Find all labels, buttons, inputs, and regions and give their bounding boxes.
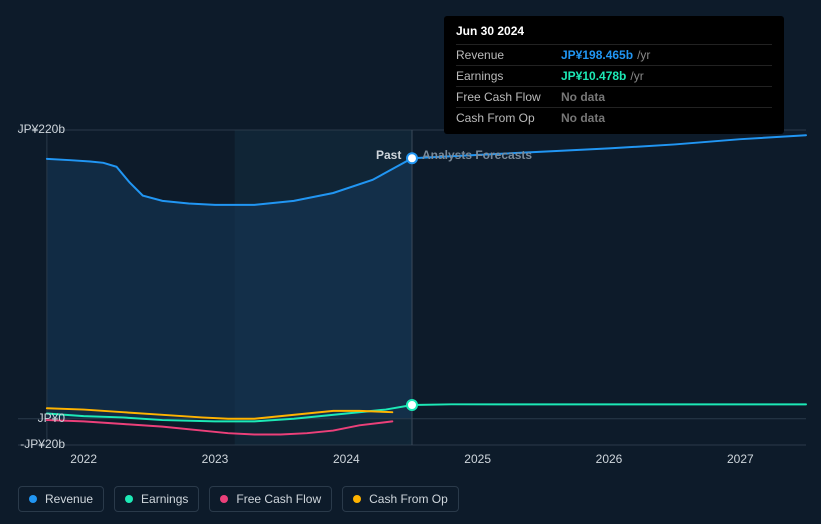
x-axis-label: 2024 bbox=[333, 452, 360, 466]
legend-label: Cash From Op bbox=[369, 492, 448, 506]
tooltip-key: Earnings bbox=[456, 69, 561, 83]
tooltip-unit: /yr bbox=[637, 48, 650, 62]
chart-legend: Revenue Earnings Free Cash Flow Cash From O… bbox=[18, 486, 459, 512]
y-axis-label: JP¥0 bbox=[5, 411, 65, 425]
x-axis-label: 2022 bbox=[70, 452, 97, 466]
tooltip-value: No data bbox=[561, 111, 605, 125]
past-label: Past bbox=[376, 148, 401, 162]
x-axis-label: 2026 bbox=[596, 452, 623, 466]
tooltip-row: Free Cash FlowNo data bbox=[456, 86, 772, 107]
tooltip-key: Revenue bbox=[456, 48, 561, 62]
legend-label: Revenue bbox=[45, 492, 93, 506]
y-axis-label: JP¥220b bbox=[5, 122, 65, 136]
tooltip-row: RevenueJP¥198.465b/yr bbox=[456, 44, 772, 65]
tooltip-key: Free Cash Flow bbox=[456, 90, 561, 104]
chart-tooltip: Jun 30 2024 RevenueJP¥198.465b/yrEarning… bbox=[444, 16, 784, 134]
legend-item-earnings[interactable]: Earnings bbox=[114, 486, 199, 512]
legend-label: Earnings bbox=[141, 492, 188, 506]
tooltip-row: Cash From OpNo data bbox=[456, 107, 772, 128]
x-axis-label: 2023 bbox=[202, 452, 229, 466]
legend-dot-icon bbox=[220, 495, 228, 503]
tooltip-key: Cash From Op bbox=[456, 111, 561, 125]
tooltip-value: JP¥10.478b bbox=[561, 69, 626, 83]
tooltip-value: JP¥198.465b bbox=[561, 48, 633, 62]
financials-forecast-chart: Jun 30 2024 RevenueJP¥198.465b/yrEarning… bbox=[0, 0, 821, 524]
legend-item-fcf[interactable]: Free Cash Flow bbox=[209, 486, 332, 512]
tooltip-rows: RevenueJP¥198.465b/yrEarningsJP¥10.478b/… bbox=[456, 44, 772, 128]
legend-label: Free Cash Flow bbox=[236, 492, 321, 506]
legend-dot-icon bbox=[353, 495, 361, 503]
legend-item-revenue[interactable]: Revenue bbox=[18, 486, 104, 512]
legend-item-cfo[interactable]: Cash From Op bbox=[342, 486, 459, 512]
tooltip-unit: /yr bbox=[630, 69, 643, 83]
legend-dot-icon bbox=[29, 495, 37, 503]
tooltip-title: Jun 30 2024 bbox=[456, 24, 772, 38]
x-axis-label: 2025 bbox=[464, 452, 491, 466]
legend-dot-icon bbox=[125, 495, 133, 503]
forecast-label: Analysts Forecasts bbox=[422, 148, 532, 162]
tooltip-row: EarningsJP¥10.478b/yr bbox=[456, 65, 772, 86]
x-axis-label: 2027 bbox=[727, 452, 754, 466]
tooltip-value: No data bbox=[561, 90, 605, 104]
y-axis-label: -JP¥20b bbox=[5, 437, 65, 451]
